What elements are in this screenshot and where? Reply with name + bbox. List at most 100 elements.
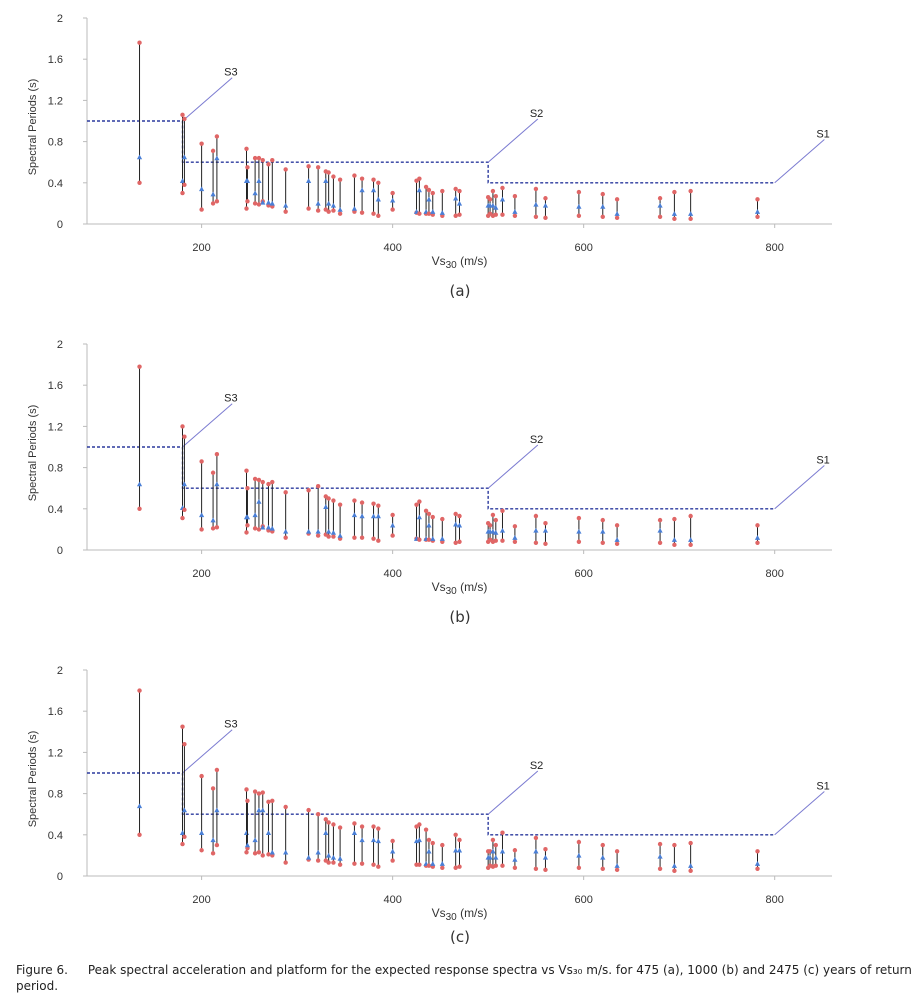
mid-point — [600, 854, 606, 860]
mid-point — [315, 849, 321, 855]
mid-point — [265, 524, 272, 530]
min-point — [533, 214, 539, 219]
max-point — [390, 838, 395, 844]
site-class-label: S1 — [816, 129, 829, 141]
mid-point — [453, 521, 459, 527]
site-class-leader — [774, 139, 825, 184]
min-point — [315, 208, 321, 213]
max-point — [182, 116, 187, 122]
x-axis-label: Vs30 (m/s) — [432, 906, 488, 923]
mid-point — [370, 187, 377, 193]
mid-point — [252, 512, 258, 518]
max-point — [352, 498, 357, 503]
mid-point — [416, 187, 422, 193]
mid-point — [499, 527, 506, 533]
x-tick-label: 200 — [192, 894, 210, 906]
mid-point — [430, 209, 436, 214]
min-point — [614, 215, 620, 221]
min-point — [500, 538, 505, 543]
mid-point — [453, 195, 459, 201]
y-tick-label: 1.2 — [48, 95, 63, 107]
min-point — [657, 866, 663, 871]
mid-point — [265, 830, 272, 835]
mid-point — [600, 203, 606, 209]
min-point — [210, 851, 216, 856]
mid-point — [416, 837, 422, 843]
min-point — [614, 541, 620, 547]
site-class-label: S3 — [224, 719, 237, 731]
mid-point — [390, 197, 396, 203]
mid-point — [600, 528, 606, 534]
x-tick-label: 800 — [766, 568, 784, 580]
max-point — [376, 503, 381, 508]
mid-point — [260, 524, 266, 530]
mid-point — [305, 854, 312, 860]
max-point — [657, 841, 663, 847]
mid-point — [210, 191, 216, 197]
site-class-label: S2 — [530, 108, 543, 120]
mid-point — [456, 847, 463, 853]
max-point — [352, 173, 357, 178]
max-point — [137, 688, 142, 693]
max-point — [390, 190, 395, 196]
min-point — [331, 208, 336, 213]
max-point — [306, 488, 311, 493]
min-point — [457, 539, 462, 544]
max-point — [283, 167, 288, 172]
min-point — [331, 534, 336, 539]
mid-point — [542, 527, 549, 533]
max-point — [417, 499, 422, 504]
x-tick-label: 600 — [574, 894, 592, 906]
y-tick-label: 2 — [57, 339, 63, 351]
min-point — [533, 540, 539, 545]
mid-point — [315, 528, 321, 534]
min-point — [245, 199, 250, 204]
mid-point — [512, 856, 518, 862]
max-point — [245, 486, 250, 491]
mid-point — [305, 528, 312, 534]
max-point — [614, 197, 620, 202]
min-point — [755, 866, 760, 871]
max-point — [214, 452, 220, 457]
mid-point — [453, 847, 459, 853]
mid-point — [375, 196, 381, 202]
min-point — [266, 852, 271, 857]
min-point — [543, 215, 548, 221]
mid-point — [576, 528, 582, 534]
min-point — [453, 865, 458, 870]
mid-point — [260, 199, 266, 205]
mid-point — [330, 854, 337, 860]
max-point — [260, 479, 265, 485]
max-point — [493, 193, 498, 199]
mid-point — [754, 861, 761, 866]
max-point — [423, 184, 429, 190]
mid-point — [323, 504, 329, 509]
mid-point — [179, 830, 186, 835]
mid-point — [181, 154, 188, 160]
chart-panel-a: 0 0.4 0.8 1.2 1.6 2 200 400 600 800 Spectral Perio… — [0, 0, 920, 330]
site-class-leader — [182, 729, 233, 774]
min-point — [252, 851, 258, 856]
mid-point — [243, 830, 250, 835]
max-point — [252, 155, 258, 161]
max-point — [256, 477, 262, 483]
site-class-leader — [182, 77, 233, 122]
max-point — [417, 176, 422, 181]
mid-point — [375, 838, 381, 844]
max-point — [371, 177, 376, 182]
max-point — [256, 155, 262, 161]
max-point — [180, 724, 185, 729]
max-point — [600, 842, 605, 848]
min-point — [390, 858, 395, 863]
min-point — [252, 526, 258, 531]
max-point — [500, 508, 505, 514]
site-class-label: S1 — [816, 455, 829, 467]
mid-point — [214, 807, 220, 813]
min-point — [440, 865, 445, 870]
max-point — [657, 517, 663, 523]
max-point — [512, 193, 518, 199]
max-point — [512, 848, 518, 853]
mid-point — [256, 178, 262, 183]
max-point — [600, 517, 605, 523]
mid-point — [370, 513, 377, 519]
